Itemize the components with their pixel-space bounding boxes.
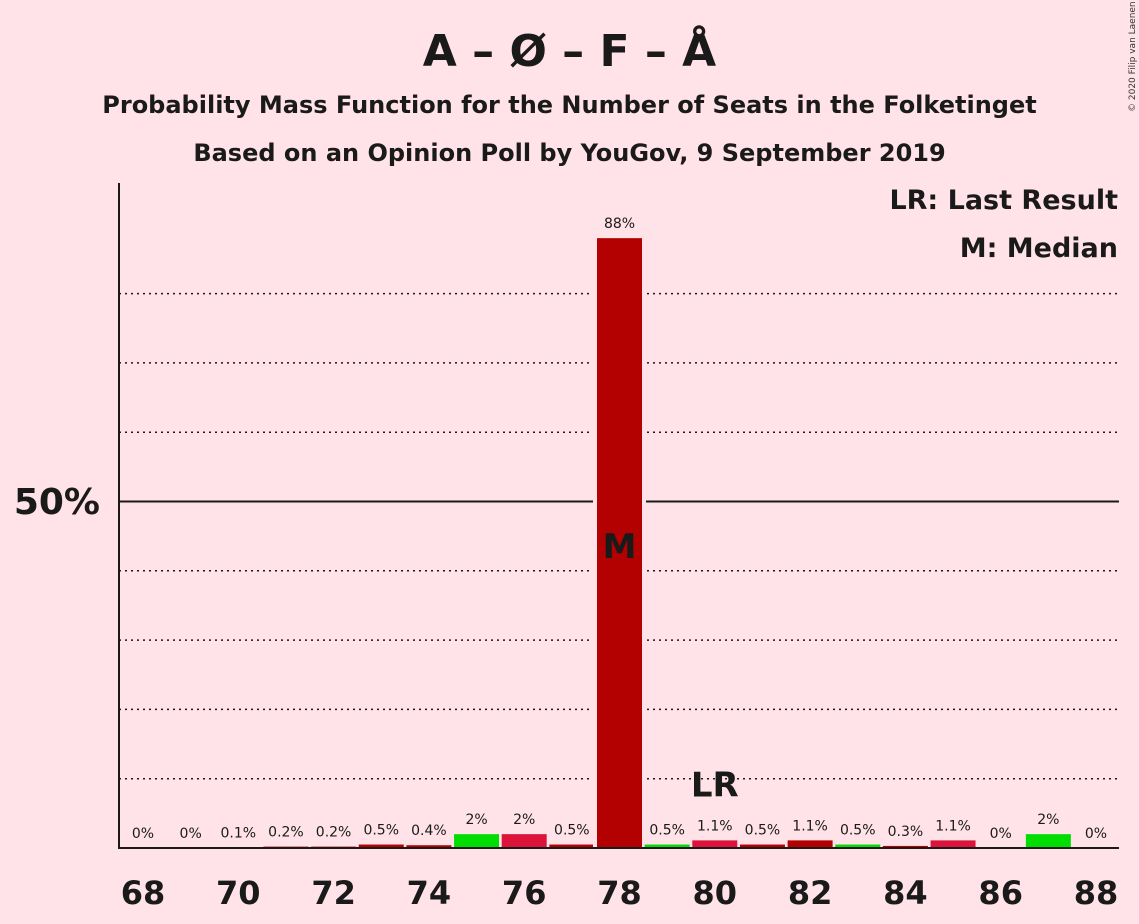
data-label-75: 2%: [465, 812, 487, 828]
data-label-70: 0.1%: [221, 825, 257, 841]
chart-title: A – Ø – F – Å: [423, 24, 716, 77]
bar-81: [739, 844, 785, 848]
x-axis-ticks: 68 70 72 74 76 78 80 82 84 86 88: [121, 874, 1119, 912]
copyright-text: © 2020 Filip van Laenen: [1128, 1, 1138, 112]
data-label-86: 0%: [990, 826, 1012, 842]
data-label-88: 0%: [1085, 826, 1107, 842]
x-tick-label-78: 78: [597, 874, 642, 912]
data-label-73: 0.5%: [363, 823, 399, 839]
x-tick-label-74: 74: [407, 874, 452, 912]
bar-76: [501, 834, 547, 848]
x-tick-label-80: 80: [693, 874, 738, 912]
data-label-82: 1.1%: [792, 818, 828, 834]
data-label-76: 2%: [513, 812, 535, 828]
x-tick-label-70: 70: [216, 874, 261, 912]
data-labels: 0% 0% 0.1% 0.2% 0.2% 0.5% 0.4% 2% 2% 0.5% 88% 0.5% 1…: [132, 216, 1107, 842]
legend-median: M: Median: [960, 233, 1118, 264]
bar-80: [692, 840, 738, 848]
legend-last-result: LR: Last Result: [889, 185, 1118, 216]
data-label-78: 88%: [604, 216, 635, 232]
bar-78: [597, 238, 642, 848]
data-label-85: 1.1%: [935, 818, 971, 834]
data-label-69: 0%: [180, 826, 202, 842]
data-label-71: 0.2%: [268, 825, 304, 841]
data-label-80: 1.1%: [697, 818, 733, 834]
data-label-77: 0.5%: [554, 823, 590, 839]
y-tick-label-50: 50%: [14, 482, 100, 523]
data-label-74: 0.4%: [411, 823, 447, 839]
bar-85: [930, 840, 976, 848]
x-tick-label-88: 88: [1074, 874, 1119, 912]
x-tick-label-68: 68: [121, 874, 166, 912]
bar-77: [549, 844, 595, 848]
x-tick-label-72: 72: [311, 874, 356, 912]
bars: [215, 234, 1071, 848]
chart-subtitle-2: Based on an Opinion Poll by YouGov, 9 Se…: [193, 139, 945, 167]
bar-83: [835, 844, 881, 848]
data-label-72: 0.2%: [316, 825, 352, 841]
data-label-81: 0.5%: [745, 823, 781, 839]
x-tick-label-86: 86: [978, 874, 1023, 912]
bar-82: [787, 840, 833, 848]
bar-79: [644, 844, 690, 848]
data-label-83: 0.5%: [840, 823, 876, 839]
bar-74: [406, 845, 452, 848]
bar-87: [1025, 834, 1071, 848]
chart-subtitle-1: Probability Mass Function for the Number…: [102, 91, 1036, 119]
x-tick-label-82: 82: [788, 874, 833, 912]
data-label-84: 0.3%: [888, 824, 924, 840]
data-label-87: 2%: [1037, 812, 1059, 828]
bar-75: [454, 834, 500, 848]
x-tick-label-76: 76: [502, 874, 547, 912]
x-tick-label-84: 84: [883, 874, 928, 912]
median-marker: M: [603, 527, 637, 567]
last-result-marker: LR: [691, 765, 739, 805]
bar-73: [358, 844, 404, 848]
data-label-79: 0.5%: [649, 823, 685, 839]
bar-84: [882, 845, 928, 848]
data-label-68: 0%: [132, 826, 154, 842]
